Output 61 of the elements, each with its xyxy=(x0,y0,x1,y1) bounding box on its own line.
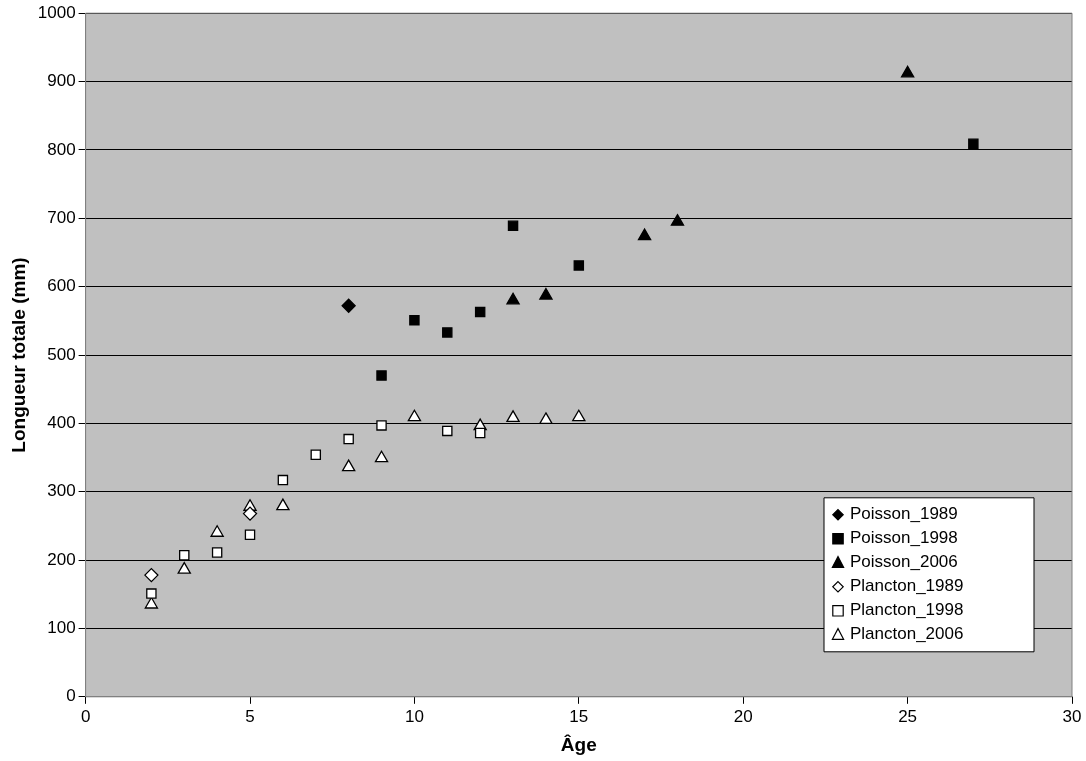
y-tick-label: 0 xyxy=(66,686,76,706)
legend-label: Poisson_1989 xyxy=(850,504,958,524)
y-tick-label: 700 xyxy=(47,207,76,227)
point xyxy=(507,220,519,232)
x-tick-label: 20 xyxy=(733,706,753,726)
y-tick-label: 900 xyxy=(47,71,76,91)
point xyxy=(179,550,190,561)
point xyxy=(276,498,290,511)
y-tick-label: 400 xyxy=(47,413,76,433)
point xyxy=(539,287,553,300)
point xyxy=(343,433,354,445)
y-tick-label: 100 xyxy=(47,618,76,638)
x-tick-label: 15 xyxy=(569,706,589,726)
x-tick-label: 5 xyxy=(245,706,255,726)
point xyxy=(474,427,486,439)
point xyxy=(177,562,191,574)
point xyxy=(341,298,356,313)
point xyxy=(900,65,915,78)
point xyxy=(572,409,586,422)
point xyxy=(374,450,389,463)
point xyxy=(376,370,387,381)
point xyxy=(670,214,685,226)
point xyxy=(146,588,157,599)
y-tick-label: 800 xyxy=(47,139,76,159)
point xyxy=(407,409,422,422)
x-axis-title: Âge xyxy=(560,733,597,755)
y-axis-title: Longueur totale (mm) xyxy=(7,257,29,453)
legend-label: Plancton_2006 xyxy=(850,624,964,644)
point xyxy=(211,547,223,558)
legend-label: Poisson_2006 xyxy=(850,552,958,572)
legend-label: Plancton_1989 xyxy=(850,576,964,596)
point xyxy=(277,474,289,486)
x-tick-label: 0 xyxy=(80,706,91,726)
legend-label: Plancton_1998 xyxy=(850,600,964,620)
point xyxy=(310,449,322,461)
point xyxy=(506,292,520,305)
point xyxy=(376,420,387,431)
point xyxy=(442,425,453,437)
point xyxy=(539,412,553,425)
point xyxy=(144,567,159,583)
point xyxy=(573,260,585,271)
y-tick-label: 600 xyxy=(47,276,76,296)
point xyxy=(442,327,453,338)
point xyxy=(210,525,224,537)
y-tick-label: 500 xyxy=(47,344,76,364)
point xyxy=(409,314,420,326)
point xyxy=(242,506,258,521)
y-tick-label: 300 xyxy=(47,481,76,501)
point xyxy=(506,410,520,423)
point xyxy=(474,306,486,318)
y-tick-label: 1000 xyxy=(37,2,76,22)
point xyxy=(637,228,652,241)
x-tick-label: 10 xyxy=(404,706,424,726)
point xyxy=(244,529,256,541)
point xyxy=(341,459,356,472)
point xyxy=(144,596,159,609)
x-tick-label: 25 xyxy=(898,706,918,726)
legend-label: Poisson_1998 xyxy=(850,528,958,548)
x-tick-label: 30 xyxy=(1062,706,1082,726)
point xyxy=(968,138,979,150)
y-tick-label: 200 xyxy=(47,549,76,569)
